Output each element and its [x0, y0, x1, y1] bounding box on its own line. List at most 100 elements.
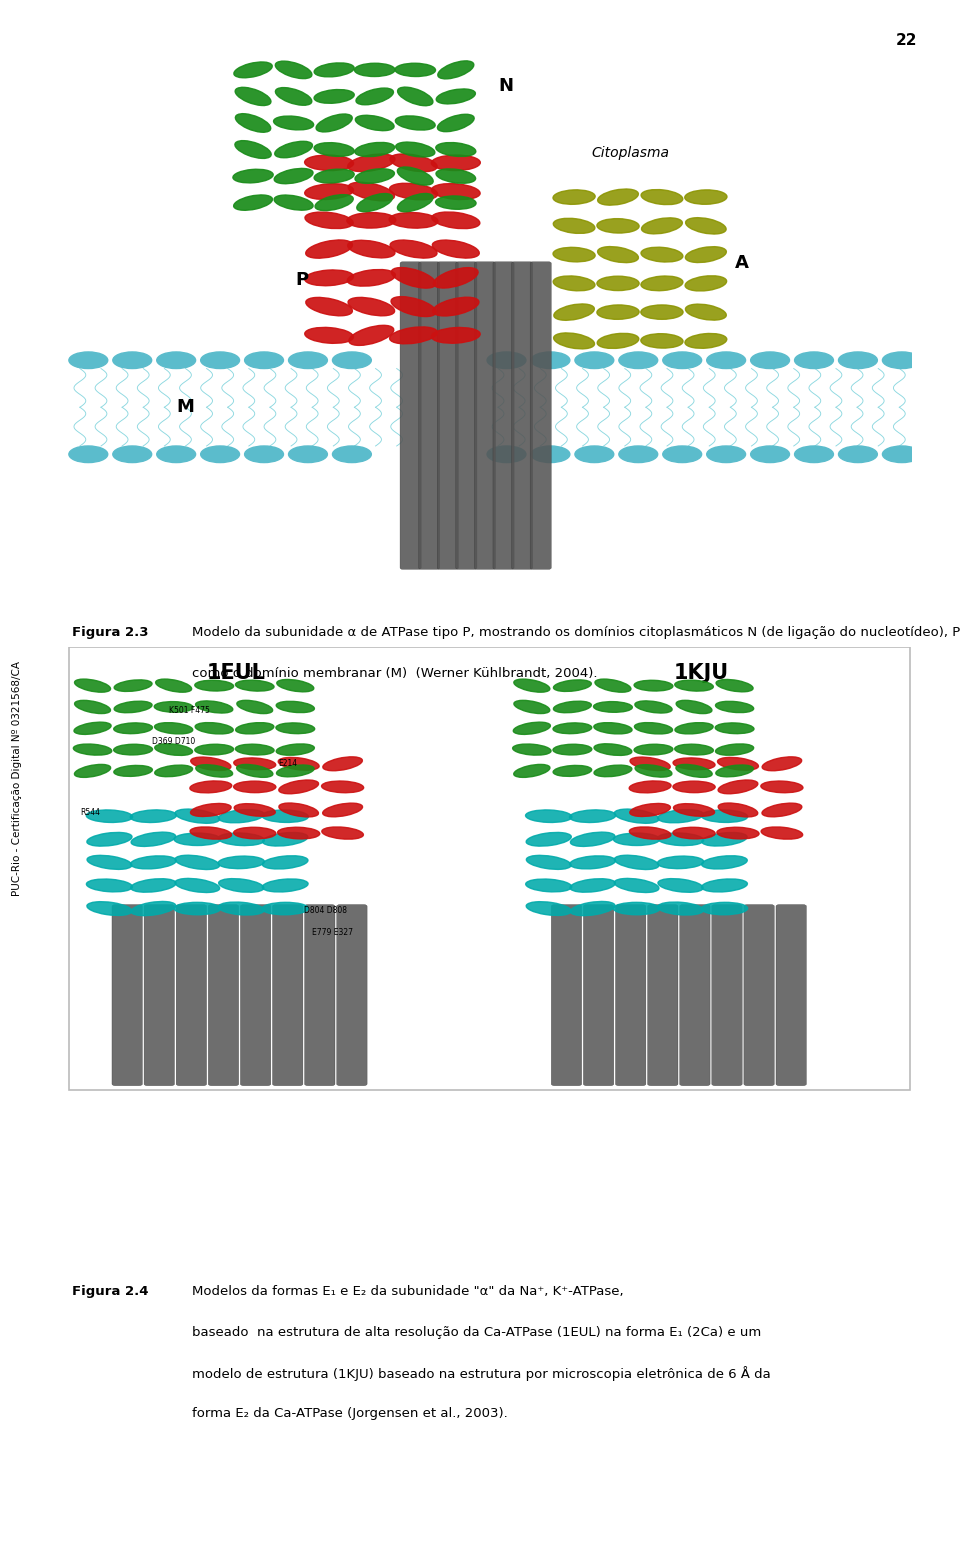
Ellipse shape — [233, 757, 276, 770]
Ellipse shape — [304, 156, 353, 170]
Ellipse shape — [391, 296, 436, 316]
Ellipse shape — [531, 352, 570, 369]
Ellipse shape — [636, 765, 672, 777]
Ellipse shape — [190, 804, 231, 816]
FancyBboxPatch shape — [456, 262, 477, 569]
Ellipse shape — [235, 745, 275, 756]
FancyBboxPatch shape — [744, 905, 775, 1086]
Ellipse shape — [289, 446, 327, 463]
Text: E779 E327: E779 E327 — [312, 929, 353, 938]
Ellipse shape — [553, 765, 591, 776]
Ellipse shape — [276, 765, 314, 777]
Ellipse shape — [431, 156, 480, 170]
Ellipse shape — [613, 902, 660, 915]
Ellipse shape — [701, 902, 748, 915]
Text: D804 D808: D804 D808 — [303, 907, 347, 915]
Ellipse shape — [323, 757, 362, 771]
Ellipse shape — [630, 757, 670, 771]
Ellipse shape — [305, 240, 352, 259]
Ellipse shape — [245, 352, 283, 369]
Ellipse shape — [526, 855, 571, 869]
Ellipse shape — [641, 218, 683, 234]
FancyBboxPatch shape — [304, 905, 335, 1086]
Ellipse shape — [314, 89, 354, 103]
Ellipse shape — [619, 352, 658, 369]
Ellipse shape — [234, 804, 276, 816]
Ellipse shape — [354, 64, 395, 76]
Ellipse shape — [715, 723, 754, 734]
Ellipse shape — [278, 757, 319, 770]
Ellipse shape — [554, 333, 594, 349]
FancyBboxPatch shape — [648, 905, 678, 1086]
Ellipse shape — [131, 810, 177, 823]
Ellipse shape — [314, 143, 354, 156]
Ellipse shape — [629, 781, 671, 793]
Text: 1KJU: 1KJU — [673, 664, 729, 684]
FancyBboxPatch shape — [400, 262, 421, 569]
Ellipse shape — [673, 827, 715, 838]
Ellipse shape — [598, 189, 638, 206]
Ellipse shape — [323, 802, 363, 816]
Ellipse shape — [715, 743, 754, 756]
Ellipse shape — [218, 902, 264, 915]
Ellipse shape — [218, 855, 264, 869]
Ellipse shape — [487, 352, 526, 369]
Ellipse shape — [389, 212, 438, 227]
Ellipse shape — [702, 832, 747, 846]
FancyBboxPatch shape — [437, 262, 458, 569]
Ellipse shape — [113, 745, 153, 756]
Ellipse shape — [531, 446, 570, 463]
Ellipse shape — [156, 352, 196, 369]
Ellipse shape — [716, 679, 753, 692]
Ellipse shape — [262, 879, 308, 893]
Ellipse shape — [276, 723, 315, 734]
Ellipse shape — [356, 89, 394, 104]
Ellipse shape — [355, 115, 395, 131]
Ellipse shape — [597, 276, 639, 290]
Ellipse shape — [751, 446, 789, 463]
Ellipse shape — [397, 193, 433, 212]
Ellipse shape — [235, 140, 272, 159]
Text: como o domínio membranar (M)  (Werner Kühlbrandt, 2004).: como o domínio membranar (M) (Werner Küh… — [192, 667, 597, 679]
Ellipse shape — [554, 304, 594, 321]
Ellipse shape — [218, 834, 264, 846]
Ellipse shape — [74, 723, 111, 734]
Ellipse shape — [707, 446, 746, 463]
Ellipse shape — [235, 114, 271, 132]
Ellipse shape — [553, 745, 591, 756]
Ellipse shape — [132, 832, 176, 846]
Ellipse shape — [155, 765, 193, 777]
Ellipse shape — [707, 352, 746, 369]
Ellipse shape — [392, 268, 436, 288]
Ellipse shape — [614, 809, 659, 823]
Ellipse shape — [634, 745, 673, 756]
Ellipse shape — [431, 327, 480, 343]
Ellipse shape — [306, 298, 352, 316]
Ellipse shape — [348, 270, 396, 287]
Ellipse shape — [275, 142, 312, 157]
Ellipse shape — [201, 352, 240, 369]
Ellipse shape — [675, 745, 713, 756]
Ellipse shape — [684, 190, 727, 204]
Ellipse shape — [131, 879, 176, 893]
Ellipse shape — [289, 352, 327, 369]
Ellipse shape — [195, 745, 233, 756]
Ellipse shape — [278, 802, 319, 816]
Ellipse shape — [396, 142, 435, 157]
Ellipse shape — [397, 167, 433, 185]
Ellipse shape — [190, 827, 231, 840]
Ellipse shape — [131, 855, 177, 869]
Text: PUC-Rio - Certificação Digital Nº 0321568/CA: PUC-Rio - Certificação Digital Nº 032156… — [12, 662, 22, 896]
Ellipse shape — [432, 212, 480, 229]
Ellipse shape — [87, 855, 132, 869]
Ellipse shape — [276, 61, 312, 78]
Ellipse shape — [658, 834, 704, 846]
FancyBboxPatch shape — [530, 262, 551, 569]
Ellipse shape — [514, 723, 550, 734]
Ellipse shape — [397, 87, 433, 106]
Ellipse shape — [174, 902, 221, 915]
Text: K501 F475: K501 F475 — [169, 706, 209, 715]
Ellipse shape — [658, 902, 704, 915]
Ellipse shape — [276, 87, 312, 106]
Ellipse shape — [113, 723, 153, 734]
